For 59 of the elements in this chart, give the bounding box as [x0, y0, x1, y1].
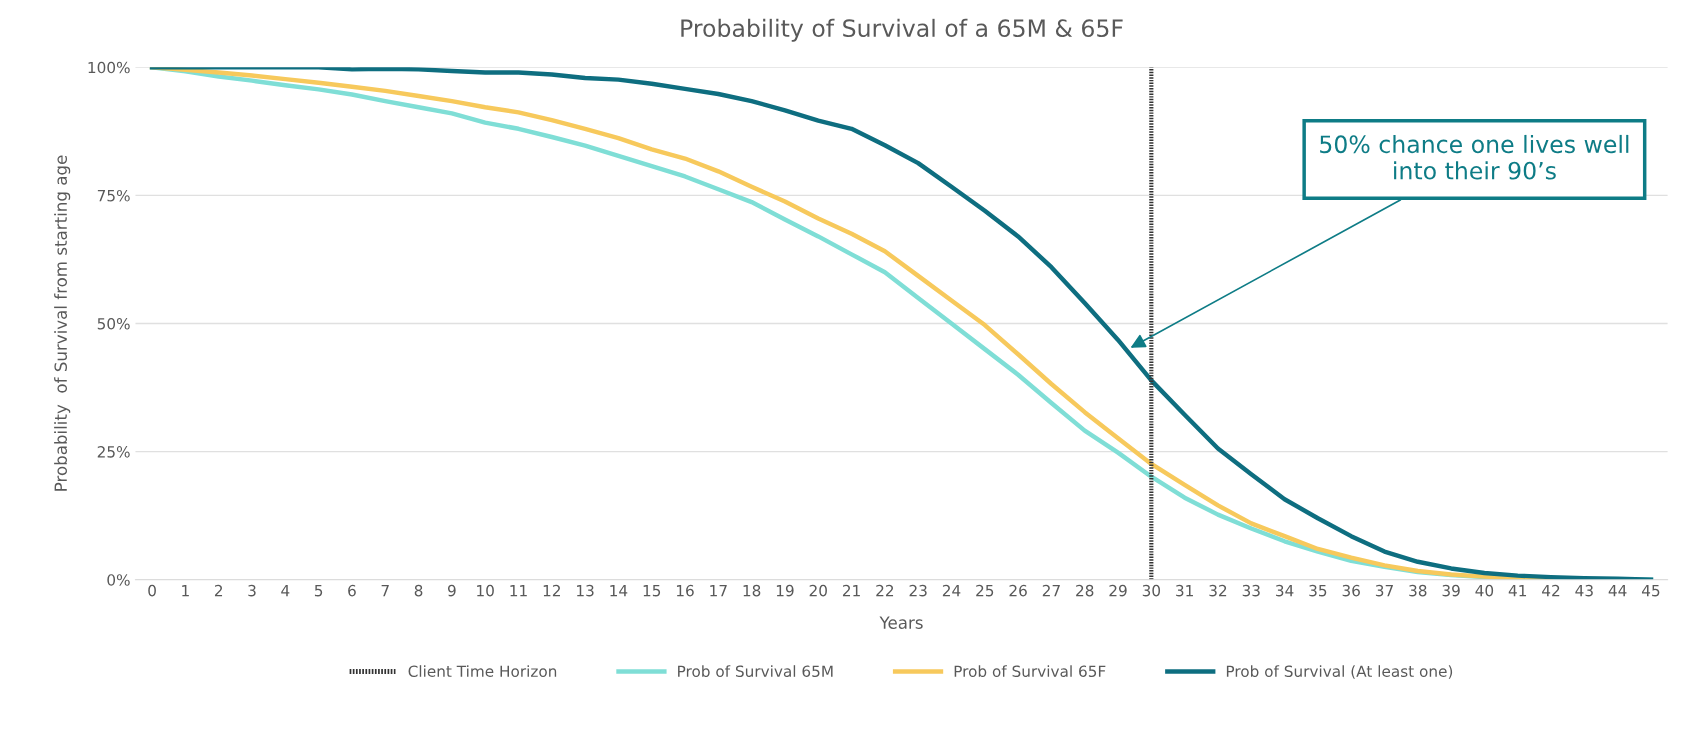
x-tick-label: 27	[1042, 584, 1060, 597]
y-tick-label: 25%	[97, 446, 130, 458]
x-tick-label: 15	[643, 585, 661, 597]
x-tick-label: 0	[148, 584, 156, 597]
x-axis-title: Years	[879, 616, 923, 629]
x-tick-label: 11	[510, 585, 527, 597]
x-tick-label: 21	[842, 584, 860, 597]
x-tick-label: 2	[214, 584, 223, 597]
x-tick-label: 20	[809, 584, 827, 597]
x-tick-label: 6	[348, 584, 356, 597]
x-tick-label: 1	[182, 585, 189, 597]
x-tick-label: 40	[1475, 584, 1494, 597]
legend-label: Prob of Survival 65M	[678, 665, 833, 678]
x-tick-label: 19	[776, 584, 794, 597]
x-tick-label: 35	[1309, 584, 1327, 597]
x-tick-label: 14	[610, 585, 628, 597]
x-tick-label: 31	[1176, 584, 1193, 597]
x-tick-label: 18	[743, 584, 761, 597]
x-tick-label: 34	[1276, 584, 1294, 597]
x-tick-label: 33	[1242, 584, 1260, 597]
x-tick-label: 45	[1641, 585, 1660, 597]
x-tick-label: 26	[1009, 584, 1027, 597]
x-tick-label: 25	[976, 584, 994, 597]
x-tick-label: 29	[1109, 584, 1127, 597]
x-tick-label: 4	[281, 585, 290, 597]
x-tick-label: 32	[1209, 584, 1227, 597]
y-tick-label: 0%	[107, 574, 130, 586]
y-axis-title: Probability of Survival from starting age	[54, 155, 71, 491]
x-tick-label: 24	[942, 584, 961, 597]
x-tick-label: 17	[710, 585, 727, 597]
x-tick-label: 43	[1575, 584, 1593, 597]
y-tick-label: 100%	[88, 61, 130, 74]
y-tick-label: 50%	[97, 317, 130, 330]
x-tick-label: 16	[676, 584, 694, 597]
x-tick-label: 5	[314, 585, 323, 597]
x-tick-label: 44	[1608, 585, 1627, 597]
x-tick-label: 37	[1375, 584, 1393, 597]
x-tick-label: 36	[1342, 584, 1360, 597]
legend-label: Client Time Horizon	[408, 665, 557, 678]
x-tick-label: 12	[543, 584, 560, 597]
x-tick-label: 3	[248, 584, 256, 597]
x-tick-label: 8	[414, 584, 423, 597]
x-tick-label: 30	[1142, 584, 1161, 597]
legend-label: Prob of Survival 65F	[954, 665, 1106, 678]
x-tick-label: 10	[477, 584, 494, 597]
x-tick-label: 42	[1542, 584, 1560, 597]
annotation: 50% chance one lives well into their 90’s	[1320, 134, 1629, 180]
legend-label: Prob of Survival (At least one)	[1226, 665, 1453, 679]
x-tick-label: 38	[1409, 584, 1427, 597]
chart-title: Probability of Survival of a 65M & 65F	[681, 18, 1123, 42]
x-tick-label: 39	[1442, 584, 1460, 597]
x-tick-label: 28	[1076, 584, 1094, 597]
y-tick-label: 75%	[97, 189, 130, 202]
x-tick-label: 41	[1508, 585, 1527, 597]
x-tick-label: 22	[876, 584, 894, 597]
x-tick-label: 7	[381, 585, 389, 597]
x-tick-label: 13	[577, 584, 594, 597]
x-tick-label: 23	[909, 584, 927, 597]
x-tick-label: 9	[447, 584, 456, 597]
